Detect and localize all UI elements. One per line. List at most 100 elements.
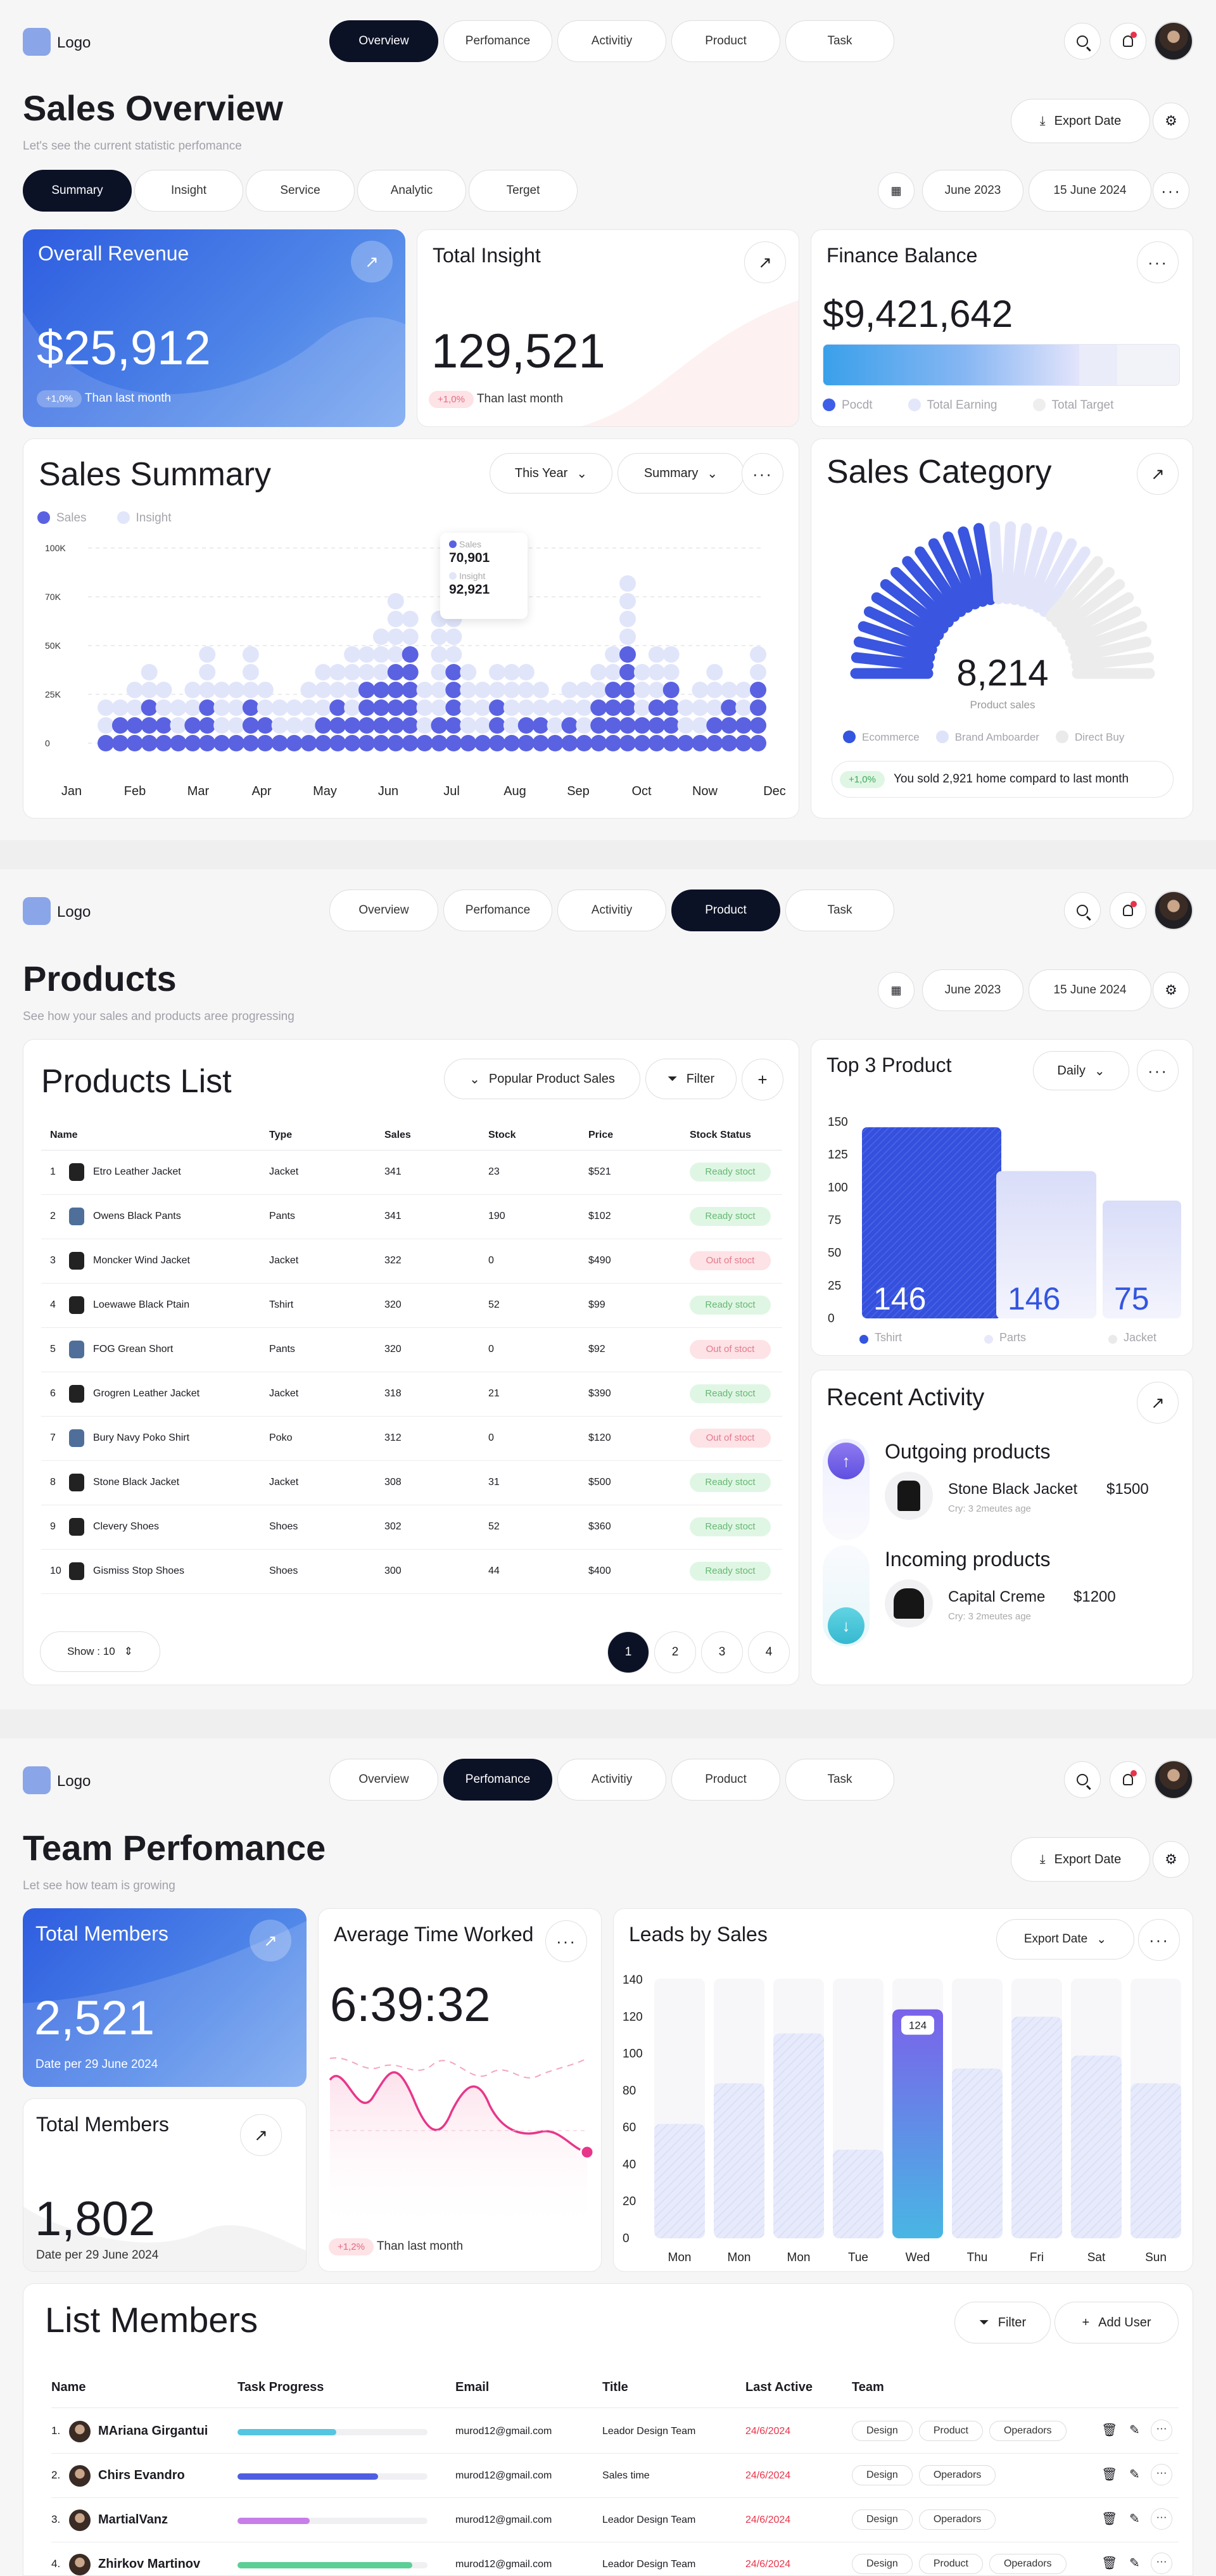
export-date-button[interactable]: ⤓ Export Date <box>1011 1837 1150 1882</box>
members2-open-button[interactable]: ↗ <box>240 2114 282 2156</box>
revenue-open-button[interactable]: ↗ <box>351 241 393 283</box>
nav-overview[interactable]: Overview <box>329 20 438 62</box>
member-more-icon[interactable]: ··· <box>1151 2508 1172 2530</box>
trash-icon[interactable]: 🗑 <box>1101 2423 1118 2437</box>
notification-button[interactable] <box>1110 23 1146 60</box>
date-from[interactable]: June 2023 <box>922 969 1023 1011</box>
table-row[interactable]: 4 Loewawe Black Ptain Tshirt 320 52 $99 R… <box>41 1283 782 1327</box>
team-chip[interactable]: Operadors <box>918 2465 996 2485</box>
date-to[interactable]: 15 June 2024 <box>1029 170 1151 212</box>
top3-more-button[interactable]: ··· <box>1137 1050 1179 1092</box>
edit-icon[interactable]: ✎ <box>1129 2423 1140 2437</box>
table-row[interactable]: 5 FOG Grean Short Pants 320 0 $92 Out of … <box>41 1327 782 1372</box>
page-size-select[interactable]: Show : 10 ⇕ <box>40 1631 160 1672</box>
date-to[interactable]: 15 June 2024 <box>1029 969 1151 1011</box>
search-button[interactable] <box>1064 23 1101 60</box>
table-row[interactable]: 1 Etro Leather Jacket Jacket 341 23 $521 … <box>41 1150 782 1194</box>
date-from[interactable]: June 2023 <box>922 170 1023 212</box>
member-email[interactable]: murod12@gmail.com <box>455 2559 552 2570</box>
tab-service[interactable]: Service <box>246 170 355 212</box>
nav-performance[interactable]: Perfomance <box>443 889 552 931</box>
calendar-button[interactable]: ▦ <box>878 172 915 209</box>
edit-icon[interactable]: ✎ <box>1129 2512 1140 2526</box>
avg-more-button[interactable]: ··· <box>545 1920 587 1962</box>
settings-button[interactable]: ⚙ <box>1153 972 1189 1009</box>
edit-icon[interactable]: ✎ <box>1129 2468 1140 2482</box>
search-button[interactable] <box>1064 1761 1101 1798</box>
leads-more-button[interactable]: ··· <box>1138 1919 1180 1961</box>
search-button[interactable] <box>1064 892 1101 929</box>
members-filter-button[interactable]: ⏷ Filter <box>954 2302 1051 2343</box>
member-row[interactable]: 3. MartialVanz murod12@gmail.com Leador … <box>51 2498 1179 2542</box>
table-row[interactable]: 7 Bury Navy Poko Shirt Poko 312 0 $120 Ou… <box>41 1416 782 1460</box>
team-chip[interactable]: Operadors <box>918 2509 996 2530</box>
page-3[interactable]: 3 <box>701 1631 743 1673</box>
notification-button[interactable] <box>1110 1761 1146 1798</box>
table-row[interactable]: 6 Grogren Leather Jacket Jacket 318 21 $3… <box>41 1372 782 1416</box>
nav-task[interactable]: Task <box>785 889 894 931</box>
add-product-button[interactable]: + <box>742 1059 783 1100</box>
nav-overview[interactable]: Overview <box>329 889 438 931</box>
nav-product[interactable]: Product <box>671 1759 780 1801</box>
leads-export-select[interactable]: Export Date ⌄ <box>996 1919 1134 1960</box>
avatar[interactable] <box>1154 22 1193 61</box>
team-chip[interactable]: Design <box>852 2421 913 2441</box>
filter-button[interactable]: ⏷ Filter <box>645 1059 737 1099</box>
tab-summary[interactable]: Summary <box>23 170 132 212</box>
nav-product[interactable]: Product <box>671 20 780 62</box>
member-more-icon[interactable]: ··· <box>1151 2464 1172 2485</box>
notification-button[interactable] <box>1110 892 1146 929</box>
summary-more-button[interactable]: ··· <box>742 453 783 495</box>
table-row[interactable]: 8 Stone Black Jacket Jacket 308 31 $500 R… <box>41 1460 782 1505</box>
member-row[interactable]: 1. MAriana Girgantui murod12@gmail.com L… <box>51 2409 1179 2454</box>
team-chip[interactable]: Product <box>918 2421 983 2441</box>
nav-task[interactable]: Task <box>785 20 894 62</box>
nav-performance[interactable]: Perfomance <box>443 20 552 62</box>
page-1[interactable]: 1 <box>607 1631 649 1673</box>
team-chip[interactable]: Product <box>918 2554 983 2574</box>
nav-activity[interactable]: Activitiy <box>557 20 666 62</box>
nav-task[interactable]: Task <box>785 1759 894 1801</box>
table-row[interactable]: 10 Gismiss Stop Shoes Shoes 300 44 $400 R… <box>41 1549 782 1593</box>
nav-product[interactable]: Product <box>671 889 780 931</box>
members-open-button[interactable]: ↗ <box>250 1920 291 1961</box>
export-date-button[interactable]: ⤓ Export Date <box>1011 99 1150 143</box>
member-more-icon[interactable]: ··· <box>1151 2420 1172 2441</box>
team-chip[interactable]: Design <box>852 2465 913 2485</box>
trash-icon[interactable]: 🗑 <box>1101 2512 1118 2526</box>
avatar[interactable] <box>1154 1760 1193 1799</box>
member-row[interactable]: 2. Chirs Evandro murod12@gmail.com Sales… <box>51 2454 1179 2498</box>
member-more-icon[interactable]: ··· <box>1151 2553 1172 2574</box>
team-chip[interactable]: Design <box>852 2509 913 2530</box>
year-select[interactable]: This Year ⌄ <box>490 453 612 494</box>
table-row[interactable]: 3 Moncker Wind Jacket Jacket 322 0 $490 O… <box>41 1239 782 1283</box>
tab-analytic[interactable]: Analytic <box>357 170 466 212</box>
add-user-button[interactable]: + Add User <box>1054 2302 1179 2343</box>
popular-sales-select[interactable]: ⌄ Popular Product Sales <box>444 1059 640 1099</box>
activity-open-button[interactable]: ↗ <box>1137 1382 1179 1424</box>
nav-activity[interactable]: Activitiy <box>557 889 666 931</box>
team-chip[interactable]: Operadors <box>989 2554 1067 2574</box>
nav-activity[interactable]: Activitiy <box>557 1759 666 1801</box>
calendar-button[interactable]: ▦ <box>878 972 915 1009</box>
page-4[interactable]: 4 <box>748 1631 790 1673</box>
settings-button[interactable]: ⚙ <box>1153 1841 1189 1878</box>
edit-icon[interactable]: ✎ <box>1129 2556 1140 2570</box>
period-select[interactable]: Daily ⌄ <box>1033 1051 1129 1090</box>
member-email[interactable]: murod12@gmail.com <box>455 2515 552 2525</box>
settings-button[interactable]: ⚙ <box>1153 103 1189 139</box>
mode-select[interactable]: Summary ⌄ <box>618 453 744 494</box>
team-chip[interactable]: Design <box>852 2554 913 2574</box>
tab-insight[interactable]: Insight <box>134 170 243 212</box>
category-open-button[interactable]: ↗ <box>1137 453 1179 495</box>
member-email[interactable]: murod12@gmail.com <box>455 2470 552 2481</box>
more-button[interactable]: ··· <box>1153 172 1189 209</box>
member-email[interactable]: murod12@gmail.com <box>455 2426 552 2437</box>
member-row[interactable]: 4. Zhirkov Martinov murod12@gmail.com Le… <box>51 2542 1179 2575</box>
insight-open-button[interactable]: ↗ <box>744 241 786 283</box>
finance-more-button[interactable]: ··· <box>1137 241 1179 283</box>
nav-performance[interactable]: Perfomance <box>443 1759 552 1801</box>
page-2[interactable]: 2 <box>654 1631 696 1673</box>
trash-icon[interactable]: 🗑 <box>1101 2556 1118 2570</box>
avatar[interactable] <box>1154 891 1193 930</box>
